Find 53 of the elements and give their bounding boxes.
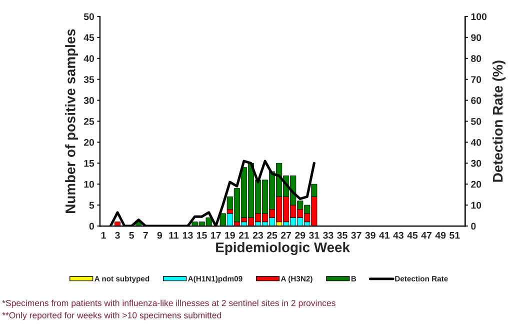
y-tick-label: 20 (84, 138, 94, 146)
y-tick-label: 50 (84, 13, 94, 20)
x-tick-label: 29 (295, 232, 306, 239)
y2-tick-label: 50 (471, 118, 482, 125)
y2-tick-label: 80 (471, 55, 482, 62)
x-tick-label: 3 (115, 232, 120, 239)
x-tick-label: 21 (238, 232, 250, 239)
x-tick-label: 1 (101, 232, 106, 239)
x-tick-label: 13 (182, 232, 193, 239)
y2-tick-label: 90 (471, 34, 482, 42)
x-tick-label: 9 (157, 232, 162, 239)
y2-tick-label: 40 (470, 138, 482, 146)
x-tick-label: 51 (450, 232, 460, 239)
x-tick-label: 19 (225, 232, 235, 239)
x-tick-label: 15 (197, 232, 207, 239)
x-tick-label: 25 (266, 232, 278, 239)
y2-tick-label: 70 (471, 76, 482, 83)
x-tick-label: 7 (143, 232, 148, 239)
x-tick-label: 17 (211, 232, 221, 239)
y-tick-label: 15 (84, 160, 94, 167)
y2-axis-title: Detection Rate (%) (492, 60, 506, 182)
y-tick-label: 5 (89, 202, 94, 209)
x-axis-title: Epidemiologic Week (216, 242, 350, 256)
x-tick-label: 49 (435, 232, 446, 239)
y2-tick-label: 20 (471, 180, 482, 188)
text: *Specimens from patients with influenza-like illnesses at 2 sentinel sites in 2 provinces (2, 300, 336, 308)
x-tick-label: 47 (421, 232, 432, 239)
x-tick-label: 37 (351, 232, 362, 239)
x-tick-label: 33 (323, 232, 334, 239)
x-tick-label: 5 (129, 232, 134, 239)
x-tick-label: 41 (379, 232, 390, 239)
y2-tick-label: 0 (471, 222, 476, 230)
x-tick-label: 43 (393, 232, 404, 239)
x-tick-label: 39 (365, 232, 376, 239)
y2-tick-label: 30 (470, 160, 482, 167)
y-tick-label: 25 (84, 118, 94, 125)
y-tick-label: 10 (84, 180, 94, 188)
x-tick-label: 35 (337, 232, 348, 239)
x-tick-label: 45 (407, 232, 418, 239)
x-tick-label: 27 (281, 232, 292, 239)
y2-tick-label: 10 (471, 202, 482, 209)
y-tick-label: 30 (84, 97, 94, 104)
y2-tick-label: 100 (471, 13, 487, 20)
y-tick-label: 35 (84, 76, 94, 83)
x-tick-label: 23 (252, 232, 264, 239)
y-axis-title: Number of positive samples (65, 29, 78, 213)
y-tick-label: 0 (89, 222, 94, 230)
y-tick-label: 45 (84, 34, 94, 42)
x-tick-label: 31 (308, 232, 320, 239)
text: **Only reported for weeks with >10 specimens submitted (2, 312, 222, 320)
y-tick-label: 40 (84, 55, 94, 62)
x-tick-label: 11 (169, 232, 179, 239)
y2-tick-label: 60 (471, 97, 482, 104)
